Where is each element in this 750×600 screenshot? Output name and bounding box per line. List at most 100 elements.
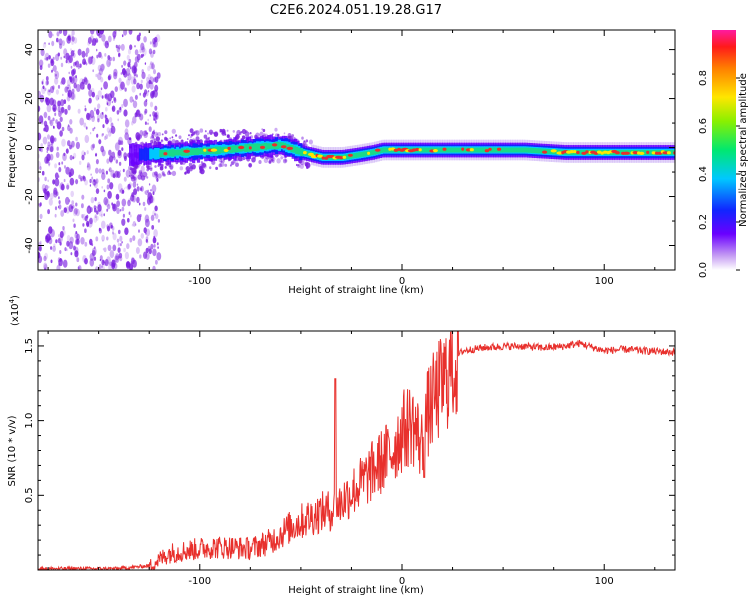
- noise-speckle: [66, 234, 71, 242]
- noise-speckle: [106, 225, 111, 232]
- noise-speckle: [48, 30, 53, 39]
- noise-speckle: [84, 258, 88, 265]
- noise-speckle: [126, 78, 131, 86]
- noise-speckle: [75, 231, 78, 234]
- noise-speckle: [46, 150, 48, 154]
- noise-speckle: [116, 44, 119, 49]
- ridge-band-4: [479, 147, 483, 153]
- ridge-band-4: [530, 148, 534, 153]
- noise-speckle: [47, 63, 51, 68]
- signal-speckle: [138, 171, 143, 176]
- noise-speckle: [111, 105, 116, 112]
- noise-speckle: [114, 142, 120, 151]
- noise-speckle: [131, 256, 135, 263]
- noise-speckle: [49, 146, 54, 153]
- noise-speckle: [75, 202, 78, 207]
- noise-speckle: [87, 83, 92, 90]
- noise-speckle: [131, 223, 134, 227]
- noise-speckle: [127, 48, 132, 55]
- noise-speckle: [157, 246, 159, 250]
- noise-speckle: [97, 103, 101, 109]
- noise-speckle: [142, 201, 146, 207]
- noise-speckle: [129, 214, 132, 218]
- noise-speckle: [79, 78, 85, 87]
- noise-speckle: [62, 259, 68, 268]
- signal-speckle: [284, 159, 288, 163]
- signal-speckle: [218, 163, 223, 168]
- noise-speckle: [153, 235, 155, 239]
- noise-speckle: [43, 127, 46, 132]
- signal-speckle: [161, 133, 164, 136]
- noise-speckle: [147, 90, 150, 93]
- noise-speckle: [77, 48, 82, 56]
- noise-speckle: [124, 251, 129, 260]
- noise-speckle: [117, 242, 120, 247]
- noise-speckle: [104, 40, 110, 49]
- noise-speckle: [96, 48, 98, 52]
- noise-speckle: [101, 111, 104, 115]
- colorbar-tick-label: 0.8: [698, 70, 709, 86]
- noise-speckle: [132, 235, 136, 242]
- noise-speckle: [76, 84, 81, 92]
- noise-speckle: [63, 152, 66, 157]
- noise-speckle: [116, 110, 120, 115]
- signal-speckle: [295, 163, 298, 167]
- noise-speckle: [71, 36, 75, 42]
- signal-speckle: [305, 162, 311, 168]
- signal-speckle: [187, 138, 189, 140]
- noise-speckle: [121, 189, 125, 194]
- signal-speckle: [152, 131, 155, 135]
- signal-speckle: [162, 173, 165, 177]
- ridge-band-4: [176, 149, 180, 156]
- signal-speckle: [169, 165, 174, 170]
- noise-speckle: [89, 132, 92, 135]
- signal-speckle: [230, 161, 234, 166]
- signal-speckle: [201, 162, 207, 168]
- noise-speckle: [154, 205, 158, 212]
- noise-speckle: [146, 77, 149, 82]
- noise-speckle: [136, 82, 141, 90]
- noise-speckle: [98, 264, 102, 270]
- signal-speckle: [207, 132, 209, 135]
- noise-speckle: [128, 30, 133, 35]
- noise-speckle: [154, 212, 156, 216]
- noise-speckle: [150, 91, 155, 99]
- ridge-band-4: [263, 142, 267, 151]
- signal-speckle: [171, 170, 177, 177]
- ridge-band-4: [649, 150, 653, 155]
- noise-speckle: [101, 149, 106, 157]
- signal-speckle: [229, 164, 232, 167]
- noise-speckle: [52, 179, 56, 185]
- ridge-band-4: [540, 148, 544, 154]
- noise-speckle: [50, 246, 53, 250]
- noise-speckle: [123, 60, 127, 66]
- noise-speckle: [55, 53, 60, 62]
- noise-speckle: [77, 108, 81, 114]
- noise-speckle: [110, 159, 113, 164]
- noise-speckle: [48, 235, 52, 241]
- noise-speckle: [95, 236, 99, 242]
- noise-speckle: [97, 90, 102, 98]
- noise-speckle: [55, 119, 58, 124]
- signal-speckle: [277, 133, 280, 137]
- colorbar-tick-label: 0.2: [698, 214, 709, 230]
- noise-speckle: [114, 255, 120, 263]
- ridge-band-4: [528, 147, 532, 153]
- noise-speckle: [52, 33, 54, 37]
- noise-speckle: [95, 108, 100, 115]
- ridge-band-2: [146, 148, 150, 161]
- ridge-peak: [585, 150, 589, 154]
- ridge-band-4: [472, 147, 476, 153]
- noise-speckle: [106, 42, 109, 45]
- signal-speckle: [157, 173, 162, 179]
- noise-speckle: [144, 121, 147, 125]
- noise-speckle: [123, 247, 126, 253]
- noise-speckle: [50, 259, 53, 264]
- signal-speckle: [251, 157, 256, 163]
- noise-speckle: [136, 109, 141, 118]
- noise-speckle: [138, 202, 141, 206]
- noise-speckle: [85, 62, 88, 66]
- ridge-band-4: [166, 150, 170, 156]
- noise-speckle: [136, 214, 142, 223]
- ridge-band-1: [136, 144, 140, 165]
